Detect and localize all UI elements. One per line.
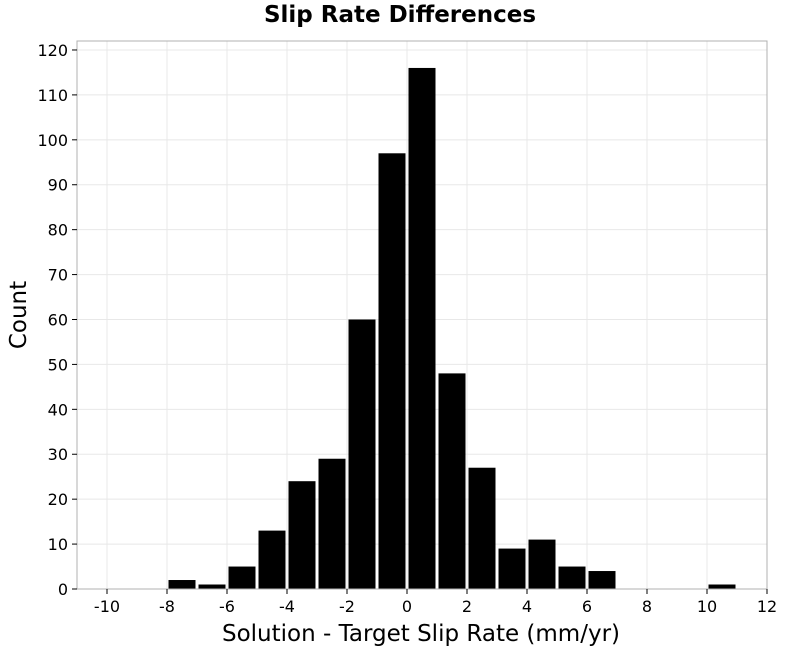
y-tick-label: 10: [48, 535, 68, 554]
x-tick-label: 6: [582, 597, 592, 616]
y-tick-label: 110: [37, 86, 68, 105]
y-tick-label: 90: [48, 176, 68, 195]
histogram-bar: [528, 539, 556, 589]
histogram-bar: [318, 458, 346, 589]
bar-layer: [168, 67, 736, 590]
y-tick-label: 100: [37, 131, 68, 150]
x-axis-label: Solution - Target Slip Rate (mm/yr): [222, 621, 620, 647]
histogram-bar: [588, 571, 616, 589]
x-tick-label: 12: [757, 597, 777, 616]
x-tick-label: 4: [522, 597, 532, 616]
x-tick-label: 8: [642, 597, 652, 616]
y-tick-label: 70: [48, 266, 68, 285]
y-tick-label: 80: [48, 221, 68, 240]
x-tick-label: -10: [94, 597, 120, 616]
y-tick-label: 0: [58, 580, 68, 599]
histogram-bar: [168, 580, 196, 589]
histogram-bar: [558, 566, 586, 589]
y-tick-label: 30: [48, 445, 68, 464]
histogram-bar: [708, 584, 736, 589]
x-tick-label: -6: [219, 597, 235, 616]
histogram-bar: [348, 319, 376, 589]
x-tick-label: 0: [402, 597, 412, 616]
plot-frame: [76, 40, 768, 590]
y-tick-label: 40: [48, 400, 68, 419]
y-tick-label: 20: [48, 490, 68, 509]
histogram-bar: [258, 530, 286, 589]
histogram-bar: [408, 67, 436, 590]
tick-layer: 0 10 20 30 40 50 60 70 80 90 100 110 120 -10 -8 -6 -4 -2 0…: [37, 41, 777, 616]
x-tick-label: -4: [279, 597, 295, 616]
histogram-bar: [498, 548, 526, 589]
histogram-bar: [378, 153, 406, 589]
chart-title: Slip Rate Differences: [263, 2, 537, 28]
y-tick-label: 60: [48, 310, 68, 329]
x-tick-label: 10: [697, 597, 717, 616]
x-tick-label: -8: [159, 597, 175, 616]
histogram-bar: [468, 467, 496, 589]
histogram-bar: [438, 373, 466, 589]
x-tick-label: 2: [462, 597, 472, 616]
y-axis-label: Count: [6, 281, 32, 349]
x-tick-label: -2: [339, 597, 355, 616]
histogram-bar: [288, 481, 316, 589]
histogram-bar: [198, 584, 226, 589]
histogram-bar: [228, 566, 256, 589]
y-tick-label: 120: [37, 41, 68, 60]
y-tick-label: 50: [48, 355, 68, 374]
